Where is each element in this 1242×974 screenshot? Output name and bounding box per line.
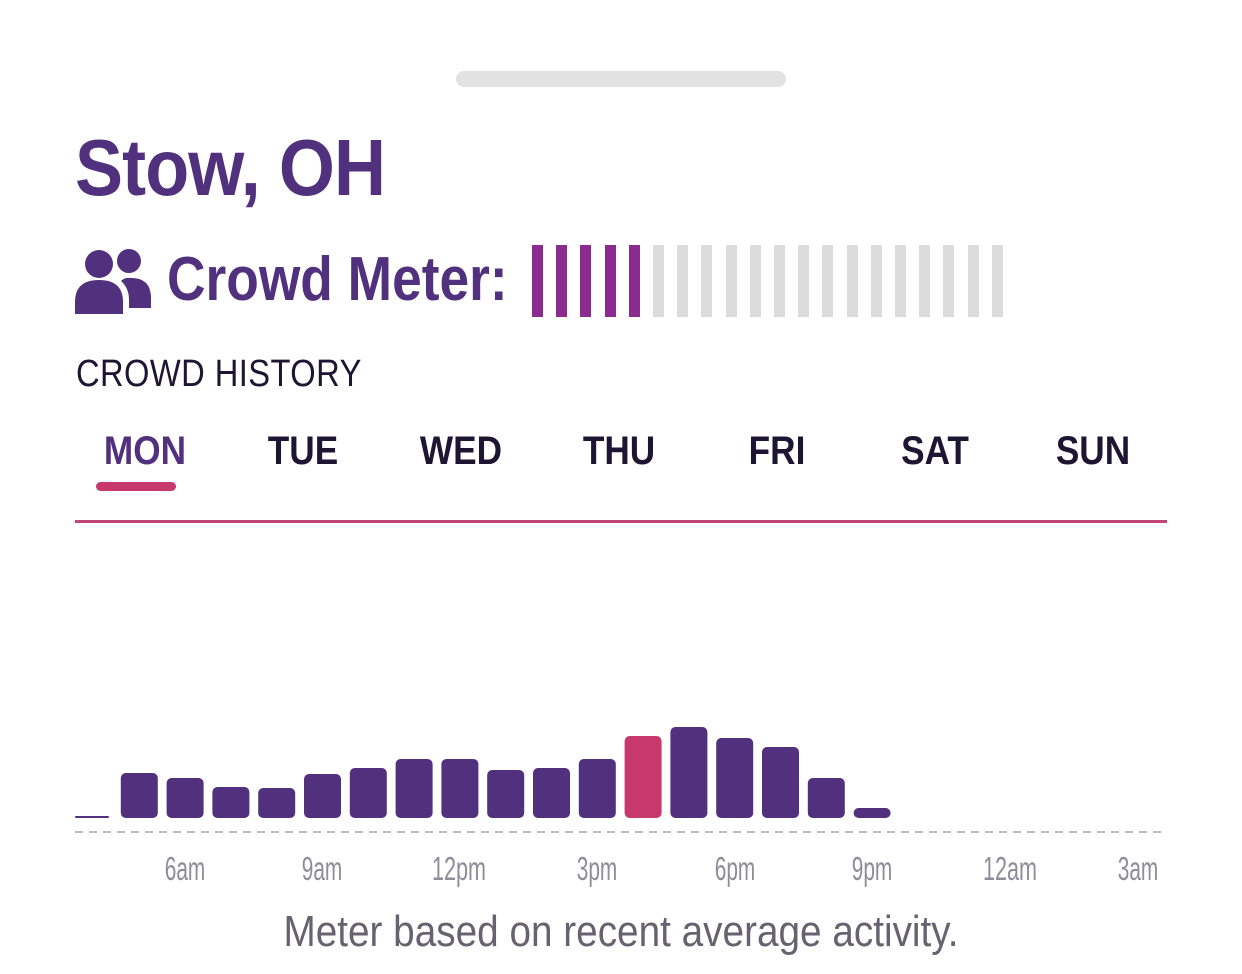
x-tick-label: 6am [165,850,206,887]
crowd-meter-segment-inactive [749,245,761,317]
chart-bar[interactable] [670,727,708,818]
tab-label: MON [103,429,187,473]
crowd-meter-segment-inactive [991,245,1003,317]
chart-bar[interactable] [853,808,891,818]
crowd-meter-bars [532,245,1012,317]
crowd-meter-segment-inactive [967,245,979,317]
crowd-meter-label: Crowd Meter: [167,245,508,314]
crowd-meter-segment-active [532,245,543,317]
tab-label: SUN [1055,429,1131,473]
tab-label: SAT [901,429,969,473]
crowd-meter-segment-active [604,245,616,317]
crowd-meter-segment-inactive [919,245,931,317]
crowd-meter-segment-inactive [846,245,858,317]
tab-sun[interactable]: SUN [1014,426,1172,496]
day-tabs: MON TUE WED THU FRI SAT SUN [75,420,1167,524]
x-tick-label: 12am [983,850,1037,887]
tab-fri[interactable]: FRI [698,426,856,496]
chart-bar[interactable] [762,747,799,818]
chart-bar[interactable] [716,738,754,818]
chart-bar-current-hour[interactable] [624,736,662,818]
chart-bar[interactable] [212,787,250,818]
tab-label: WED [419,429,503,473]
crowd-meter-segment-active [556,245,568,317]
crowd-history-chart: 6am 9am 12pm 3pm 6pm 9pm 12am 3am [75,560,1167,900]
tab-label: THU [582,429,656,473]
chart-bar[interactable] [75,816,109,818]
crowd-meter-segment-inactive [653,245,664,317]
tab-wed[interactable]: WED [382,426,540,496]
active-tab-indicator [96,482,176,491]
x-tick-label: 3am [1118,850,1159,887]
crowd-meter-segment-inactive [870,245,882,317]
crowd-meter-segment-inactive [798,245,810,317]
crowd-meter-segment-inactive [895,245,906,317]
tabs-divider [75,520,1167,523]
x-tick-label: 6pm [715,850,756,887]
tab-mon[interactable]: MON [66,426,224,496]
chart-bar[interactable] [441,759,479,818]
crowd-meter-segment-inactive [677,245,689,317]
chart-bar[interactable] [120,773,158,818]
chart-bar[interactable] [807,778,845,818]
crowd-meter-segment-inactive [701,245,713,317]
chart-bar[interactable] [304,774,341,818]
crowd-meter-segment-active [628,245,640,317]
tab-tue[interactable]: TUE [224,426,382,496]
tab-sat[interactable]: SAT [856,426,1014,496]
chart-bar[interactable] [395,759,433,818]
x-tick-label: 12pm [432,850,486,887]
sheet-drag-handle[interactable] [456,71,786,87]
crowd-history-title: CROWD HISTORY [76,353,362,395]
chart-bar[interactable] [533,768,570,818]
crowd-meter: Crowd Meter: [75,240,1075,320]
footnote: Meter based on recent average activity. [283,907,959,956]
chart-bar[interactable] [487,770,525,818]
chart-bar[interactable] [166,778,204,818]
x-tick-label: 3pm [577,850,618,887]
crowd-meter-segment-inactive [822,245,834,317]
people-icon [75,249,151,314]
chart-bar[interactable] [349,768,387,818]
chart-bar[interactable] [578,759,616,818]
x-tick-label: 9am [302,850,343,887]
page-title: Stow, OH [75,123,386,212]
chart-bar[interactable] [258,788,296,818]
crowd-meter-segment-inactive [943,245,955,317]
tab-label: TUE [267,429,339,473]
tab-label: FRI [748,429,806,473]
tab-thu[interactable]: THU [540,426,698,496]
chart-canvas: 6am 9am 12pm 3pm 6pm 9pm 12am 3am [75,727,1167,887]
crowd-meter-segment-active [580,245,592,317]
crowd-meter-segment-inactive [774,245,785,317]
x-tick-label: 9pm [852,850,893,887]
crowd-meter-segment-inactive [725,245,737,317]
